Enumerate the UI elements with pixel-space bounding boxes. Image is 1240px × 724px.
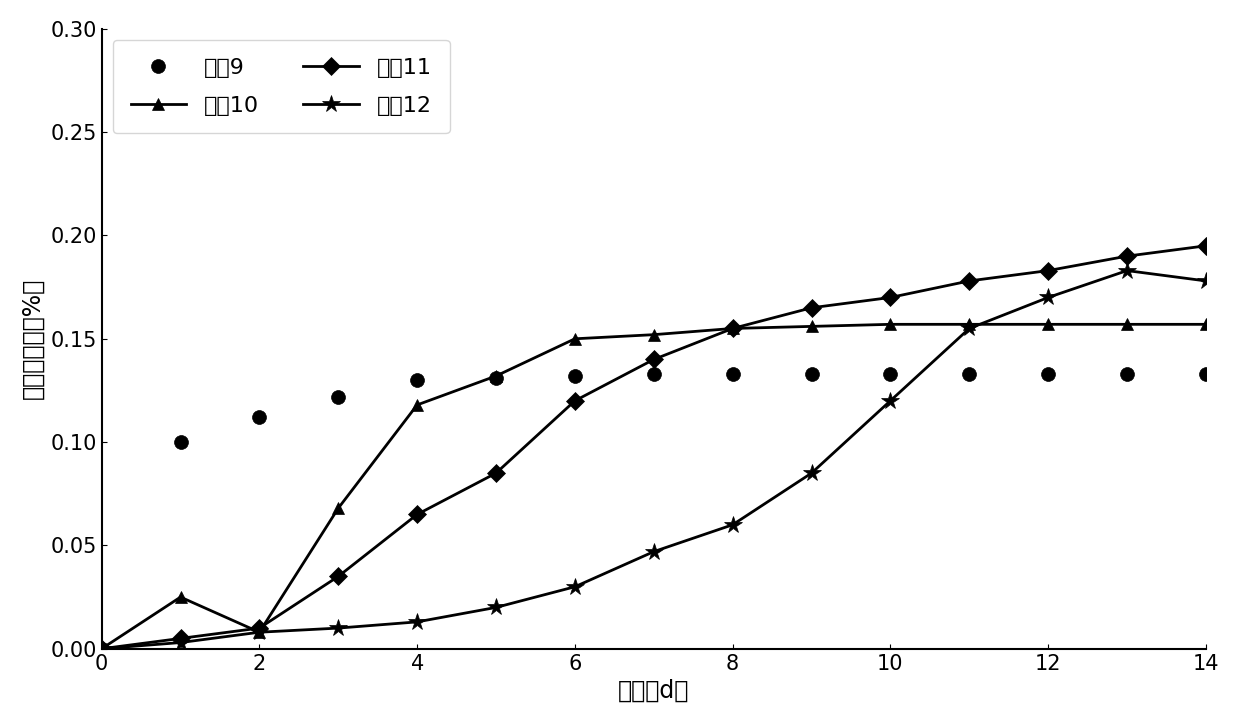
实例9 bbox=[804, 369, 818, 378]
实例11 bbox=[725, 324, 740, 333]
实例10 bbox=[646, 330, 661, 339]
实例9 bbox=[331, 392, 346, 401]
Line: 实例11: 实例11 bbox=[95, 240, 1213, 655]
实例12 bbox=[1120, 266, 1135, 275]
实例10 bbox=[409, 400, 424, 409]
实例11 bbox=[331, 572, 346, 581]
实例10 bbox=[174, 593, 188, 602]
实例12 bbox=[331, 624, 346, 633]
实例9 bbox=[1040, 369, 1055, 378]
实例12 bbox=[962, 324, 977, 333]
实例10 bbox=[489, 371, 503, 380]
实例9 bbox=[489, 374, 503, 382]
实例11 bbox=[1040, 266, 1055, 275]
实例11 bbox=[568, 397, 583, 405]
实例10 bbox=[331, 504, 346, 513]
实例10 bbox=[725, 324, 740, 333]
实例9 bbox=[1199, 369, 1214, 378]
实例10 bbox=[252, 628, 267, 636]
实例11 bbox=[174, 634, 188, 643]
实例10 bbox=[1040, 320, 1055, 329]
实例12 bbox=[646, 547, 661, 556]
实例10 bbox=[883, 320, 898, 329]
实例11 bbox=[252, 624, 267, 633]
实例9 bbox=[962, 369, 977, 378]
实例11 bbox=[804, 303, 818, 312]
实例12 bbox=[94, 644, 109, 653]
实例11 bbox=[1120, 252, 1135, 261]
实例10 bbox=[568, 334, 583, 343]
实例9 bbox=[568, 371, 583, 380]
Line: 实例12: 实例12 bbox=[93, 261, 1215, 658]
实例9 bbox=[409, 376, 424, 384]
实例12 bbox=[568, 582, 583, 591]
实例12 bbox=[804, 468, 818, 477]
实例9 bbox=[1120, 369, 1135, 378]
Y-axis label: 限制膨胀率（%）: 限制膨胀率（%） bbox=[21, 278, 45, 400]
实例9 bbox=[646, 369, 661, 378]
实例11 bbox=[489, 468, 503, 477]
实例9 bbox=[883, 369, 898, 378]
实例12 bbox=[489, 603, 503, 612]
实例10 bbox=[1120, 320, 1135, 329]
Line: 实例10: 实例10 bbox=[95, 318, 1213, 655]
实例11 bbox=[1199, 242, 1214, 251]
Line: 实例9: 实例9 bbox=[94, 367, 1213, 656]
实例9 bbox=[94, 644, 109, 653]
实例10 bbox=[94, 644, 109, 653]
X-axis label: 龄期（d）: 龄期（d） bbox=[618, 679, 689, 703]
实例12 bbox=[174, 639, 188, 647]
实例12 bbox=[1199, 277, 1214, 285]
实例11 bbox=[646, 355, 661, 363]
实例11 bbox=[962, 277, 977, 285]
实例9 bbox=[174, 438, 188, 447]
实例12 bbox=[1040, 293, 1055, 302]
实例12 bbox=[252, 628, 267, 636]
实例9 bbox=[725, 369, 740, 378]
实例11 bbox=[94, 644, 109, 653]
实例12 bbox=[409, 618, 424, 626]
实例12 bbox=[883, 397, 898, 405]
实例10 bbox=[804, 322, 818, 331]
实例11 bbox=[883, 293, 898, 302]
实例12 bbox=[725, 521, 740, 529]
Legend: 实例9, 实例10, 实例11, 实例12: 实例9, 实例10, 实例11, 实例12 bbox=[113, 40, 450, 133]
实例10 bbox=[962, 320, 977, 329]
实例9 bbox=[252, 413, 267, 421]
实例10 bbox=[1199, 320, 1214, 329]
实例11 bbox=[409, 510, 424, 519]
